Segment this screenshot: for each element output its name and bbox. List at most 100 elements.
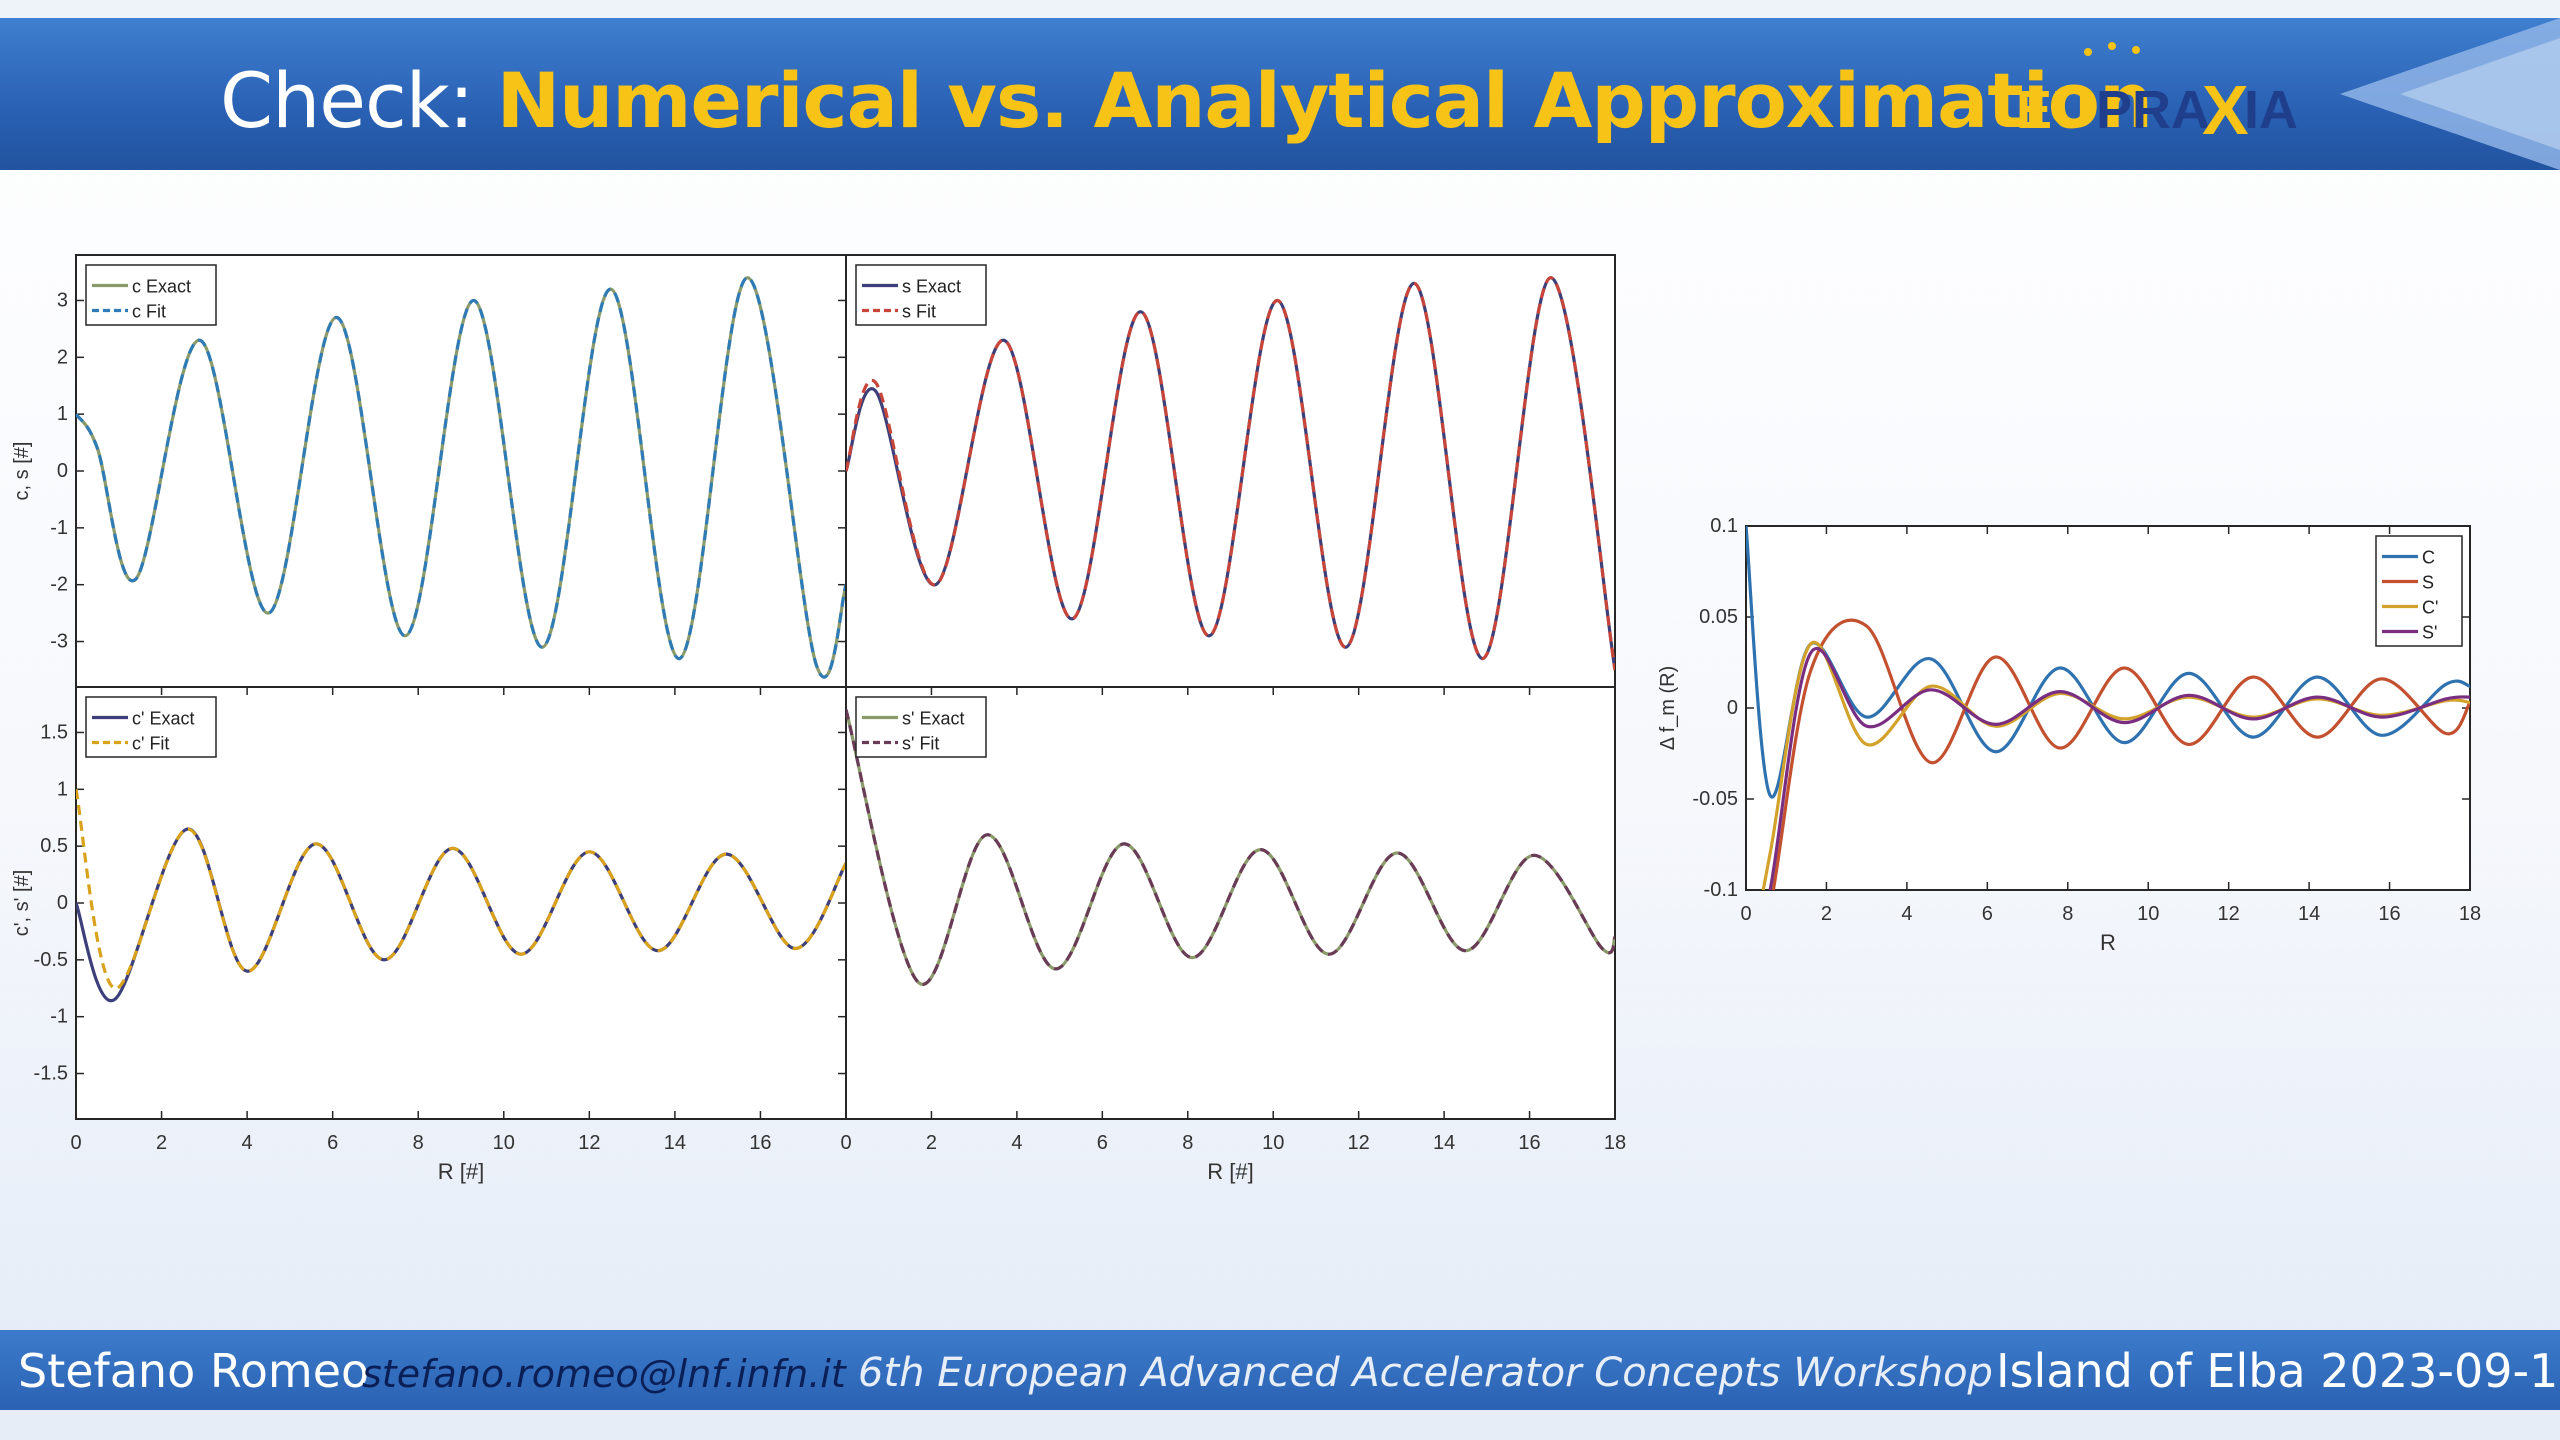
x-tick-label: 6: [327, 1132, 338, 1154]
y-tick-label: 0: [1727, 697, 1738, 719]
legend-box: [855, 696, 987, 758]
x-axis-label: R [#]: [1207, 1159, 1253, 1184]
footer-bar: Stefano Romeo stefano.romeo@lnf.infn.it …: [0, 1330, 2560, 1410]
x-tick-label: 8: [1182, 1132, 1193, 1154]
y-tick-label: -0.1: [1704, 879, 1738, 901]
x-tick-label: 4: [1011, 1132, 1022, 1154]
y-tick-label: 0.05: [1699, 606, 1738, 628]
y-tick-label: -1.5: [34, 1063, 68, 1085]
header-top-stripe: [0, 0, 2560, 18]
logo-text-x: X: [2202, 71, 2249, 148]
footer-author: Stefano Romeo: [18, 1344, 370, 1398]
delta-f-chart: -0.1 -0.05 0 0.05 0.1 0 2 4 6 8 10 12 14 16 18 R Δ f_m (…: [1657, 515, 2481, 955]
legend-label: C': [2422, 598, 2438, 618]
x-tick-label: 6: [1097, 1132, 1108, 1154]
y-axis-label: Δ f_m (R): [1657, 666, 1679, 750]
y-tick-label: -1: [50, 517, 68, 539]
x-tick-label: 2: [1821, 903, 1832, 925]
title-prefix: Check:: [220, 56, 474, 145]
x-tick-label: 14: [664, 1132, 686, 1154]
x-axis-label: R: [2100, 930, 2116, 955]
x-tick-label: 16: [2378, 903, 2400, 925]
plot-area-top-right: [845, 254, 1616, 688]
y-tick-label: -1: [50, 1006, 68, 1028]
y-tick-label: -0.5: [34, 949, 68, 971]
x-axis-label: R [#]: [438, 1159, 484, 1184]
series-line-s' Fit: [846, 709, 1615, 986]
y-tick-label: 0.5: [40, 835, 68, 857]
x-tick-label: 10: [1262, 1132, 1284, 1154]
legend-label: S': [2422, 623, 2437, 643]
y-axis-label: c, s [#]: [11, 442, 33, 501]
legend-label: S: [2422, 573, 2434, 593]
y-tick-label: -0.05: [1692, 788, 1738, 810]
y-tick-label: 3: [57, 289, 68, 311]
logo-text-pra: PRA: [2096, 80, 2210, 140]
x-tick-label: 0: [1740, 903, 1751, 925]
x-tick-label: 6: [1982, 903, 1993, 925]
y-tick-label: -2: [50, 574, 68, 596]
series-group: [76, 788, 846, 1003]
x-tick-label: 14: [1433, 1132, 1455, 1154]
series-line-S': [1768, 647, 2470, 890]
series-line-c Fit: [76, 276, 846, 679]
x-tick-label: 4: [242, 1132, 253, 1154]
y-tick-label: 0: [57, 460, 68, 482]
logo-text-ia: IA: [2244, 80, 2298, 140]
legend-box: [85, 696, 217, 758]
slide-title: Check: Numerical vs. Analytical Approxim…: [220, 56, 2154, 145]
x-tick-label: 10: [2137, 903, 2159, 925]
x-tick-label: 4: [1901, 903, 1912, 925]
footer-conference: 6th European Advanced Accelerator Concep…: [858, 1350, 1993, 1396]
footer-email[interactable]: stefano.romeo@lnf.infn.it: [362, 1352, 846, 1396]
series-line-c' Fit: [76, 788, 846, 990]
title-bar: Check: Numerical vs. Analytical Approxim…: [0, 18, 2560, 170]
x-tick-label: 8: [413, 1132, 424, 1154]
footer-bottom-stripe: [0, 1410, 2560, 1440]
legend-label: c Fit: [132, 302, 166, 322]
series-line-s Fit: [846, 276, 1615, 671]
legend-box: [855, 264, 987, 326]
legend-label: c Exact: [132, 277, 191, 297]
y-tick-label: -3: [50, 631, 68, 653]
eupraxia-logo: EU PRA X IA: [2016, 42, 2298, 148]
x-tick-label: 14: [2298, 903, 2320, 925]
y-tick-label: 0.1: [1710, 515, 1738, 537]
x-tick-label: 16: [1518, 1132, 1540, 1154]
x-tick-label: 16: [749, 1132, 771, 1154]
x-tick-label: 12: [2218, 903, 2240, 925]
x-tick-label: 10: [493, 1132, 515, 1154]
x-tick-label: 18: [1604, 1132, 1626, 1154]
y-axis-label: c', s' [#]: [11, 870, 33, 937]
plot-area-bottom-right: [845, 686, 1616, 1120]
y-tick-label: 1: [57, 403, 68, 425]
x-tick-label: 0: [840, 1132, 851, 1154]
footer-place-date: Island of Elba 2023-09-18: [1996, 1344, 2560, 1398]
legend-label: c' Fit: [132, 734, 169, 754]
legend-label: s' Exact: [902, 709, 964, 729]
legend-label: s' Fit: [902, 734, 939, 754]
series-group: [846, 276, 1615, 671]
legend-label: c' Exact: [132, 709, 194, 729]
title-main: Numerical vs. Analytical Approximation: [496, 56, 2154, 145]
plot-area-bottom-left: [75, 686, 847, 1120]
legend-label: s Exact: [902, 277, 961, 297]
x-tick-label: 12: [1348, 1132, 1370, 1154]
y-tick-label: 1: [57, 778, 68, 800]
legend-box: [85, 264, 217, 326]
series-group: [846, 709, 1615, 986]
legend-label: s Fit: [902, 302, 936, 322]
x-tick-label: 12: [578, 1132, 600, 1154]
x-tick-label: 0: [70, 1132, 81, 1154]
header-arrow-decoration: [2340, 18, 2560, 170]
series-line-S: [1771, 618, 2470, 890]
x-tick-label: 18: [2459, 903, 2481, 925]
x-tick-label: 2: [926, 1132, 937, 1154]
x-tick-label: 8: [2062, 903, 2073, 925]
logo-text-eu: EU: [2016, 80, 2091, 140]
series-group: [76, 276, 846, 679]
y-tick-label: 0: [57, 892, 68, 914]
series-group: [1746, 526, 2470, 890]
legend-label: C: [2422, 548, 2435, 568]
